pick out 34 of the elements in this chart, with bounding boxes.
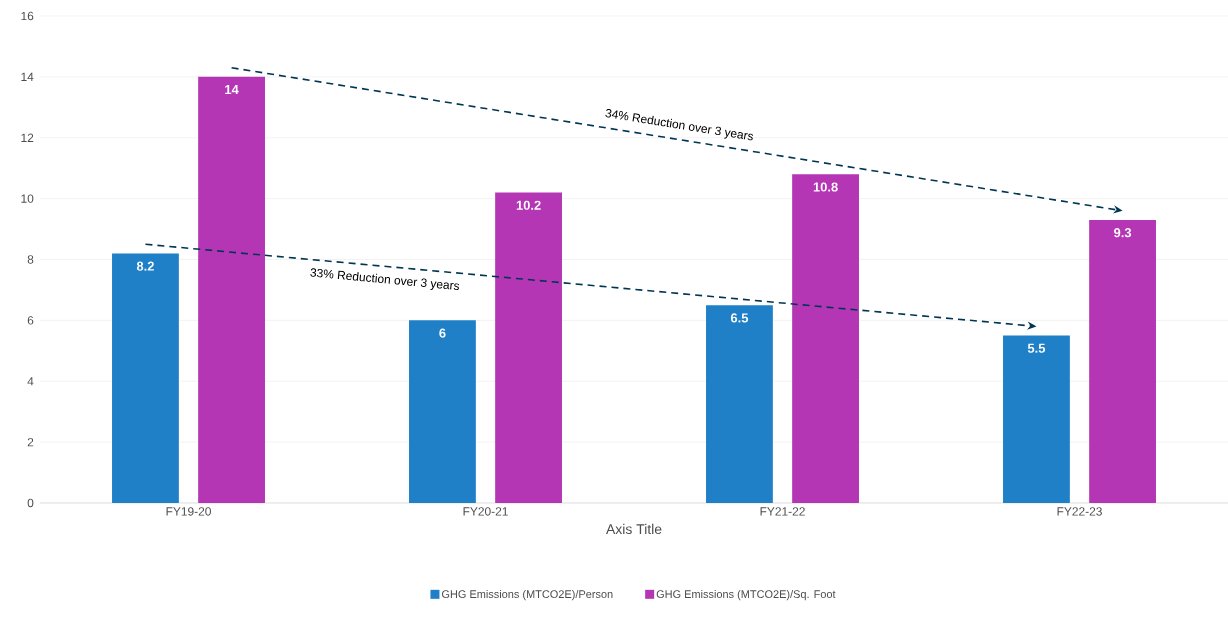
bar <box>112 253 179 503</box>
data-label: 8.2 <box>136 261 154 271</box>
x-tick-label: FY20-21 <box>463 507 508 516</box>
bar <box>792 174 859 503</box>
y-tick-label: 14 <box>21 72 34 81</box>
x-axis-title: Axis Title <box>606 523 662 535</box>
data-label: 5.5 <box>1027 343 1046 353</box>
y-tick-label: 6 <box>27 316 34 325</box>
data-label: 10.2 <box>516 200 541 210</box>
y-tick-label: 4 <box>27 377 34 386</box>
y-tick-label: 16 <box>21 11 34 21</box>
bar <box>1089 219 1156 503</box>
data-label: 6 <box>439 328 446 338</box>
y-tick-label: 12 <box>21 133 34 142</box>
bar <box>409 320 476 503</box>
legend-label: GHG Emissions (MTCO2E)/Person <box>441 589 613 601</box>
bar <box>198 76 265 503</box>
bar <box>495 192 562 503</box>
x-tick-label: FY22-23 <box>1057 507 1102 516</box>
bar <box>706 305 773 503</box>
x-tick-label: FY21-22 <box>760 507 805 516</box>
y-tick-label: 10 <box>21 194 34 203</box>
y-tick-label: 0 <box>27 498 34 508</box>
bar <box>1003 335 1070 503</box>
x-tick-label: FY19-20 <box>166 507 211 516</box>
data-label: 10.8 <box>813 182 838 192</box>
legend-label: GHG Emissions (MTCO2E)/Sq. Foot <box>656 589 836 601</box>
y-tick-label: 2 <box>27 437 34 447</box>
y-tick-label: 8 <box>27 255 34 264</box>
data-label: 6.5 <box>730 313 749 323</box>
annotation: 33% Reduction over 3 years <box>310 268 460 291</box>
annotation: 34% Reduction over 3 years <box>605 109 754 141</box>
data-label: 9.3 <box>1114 228 1132 238</box>
data-label: 14 <box>225 85 239 94</box>
